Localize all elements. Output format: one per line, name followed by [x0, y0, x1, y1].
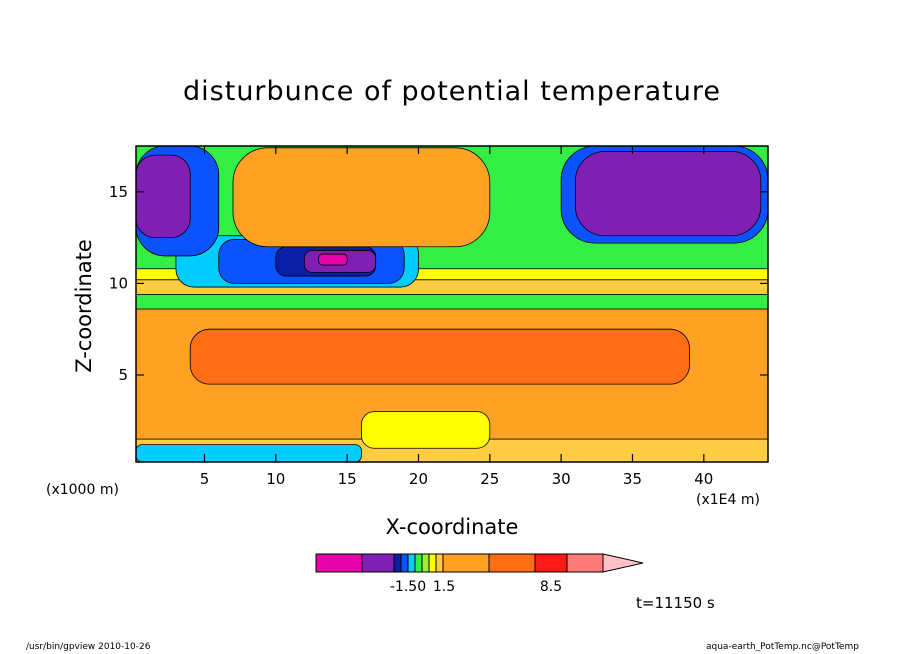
contour-region-8: [318, 253, 348, 266]
colorbar-tick-label: 8.5: [540, 579, 562, 595]
colorbar-segment-7: [428, 553, 437, 573]
time-annotation: t=11150 s: [636, 594, 715, 612]
x-tick-label: 40: [694, 470, 713, 488]
x-tick-label: 20: [409, 470, 428, 488]
colorbar-segment-11: [534, 553, 568, 573]
colorbar-segment-8: [435, 553, 444, 573]
contour-region-16: [136, 444, 362, 462]
x-tick-label: 5: [200, 470, 210, 488]
colorbar-segment-10: [488, 553, 536, 573]
y-tick-label: 15: [109, 183, 128, 201]
colorbar-tick-label: -1.50: [390, 579, 426, 595]
y-tick-label: 5: [118, 366, 128, 384]
x-axis-label: X-coordinate: [385, 515, 519, 539]
contour-region-9: [232, 147, 491, 248]
x-tick-label: 30: [552, 470, 571, 488]
x-tick-label: 25: [480, 470, 499, 488]
footer-left: /usr/bin/gpview 2010-10-26: [26, 642, 151, 652]
y-tick-label: 10: [109, 274, 128, 292]
contour-region-3: [136, 268, 768, 281]
contour-region-13: [575, 151, 762, 237]
x-tick-label: 35: [623, 470, 642, 488]
colorbar-segment-4: [407, 553, 416, 573]
x-tick-label: 15: [338, 470, 357, 488]
colorbar-segment-3: [400, 553, 409, 573]
chart-title: disturbunce of potential temperature: [183, 76, 721, 107]
x-axis-unit: (x1E4 m): [696, 492, 760, 508]
colorbar-tick-label: 1.5: [433, 579, 455, 595]
colorbar-segment-0: [315, 553, 363, 573]
plot-frame: [135, 145, 769, 463]
colorbar-segment-9: [442, 553, 490, 573]
contour-region-17: [361, 411, 491, 449]
footer-right: aqua-earth_PotTemp.nc@PotTemp: [706, 642, 859, 652]
y-axis-unit: (x1000 m): [46, 482, 119, 498]
y-axis: 5 10 15: [109, 183, 768, 384]
x-tick-label: 10: [266, 470, 285, 488]
colorbar-segment-1: [361, 553, 395, 573]
colorbar-segment-12: [566, 553, 604, 573]
contour-fields: [136, 146, 768, 462]
colorbar-segment-6: [421, 553, 430, 573]
x-axis: 5 10 15 20 25 30 35 40: [200, 146, 713, 488]
colorbar-segment-2: [393, 553, 402, 573]
contour-region-11: [136, 154, 191, 238]
colorbar-segment-5: [414, 553, 423, 573]
colorbar-arrow: [602, 553, 644, 573]
colorbar: -1.50 1.5 8.5: [315, 553, 644, 595]
contour-region-14: [189, 328, 690, 385]
